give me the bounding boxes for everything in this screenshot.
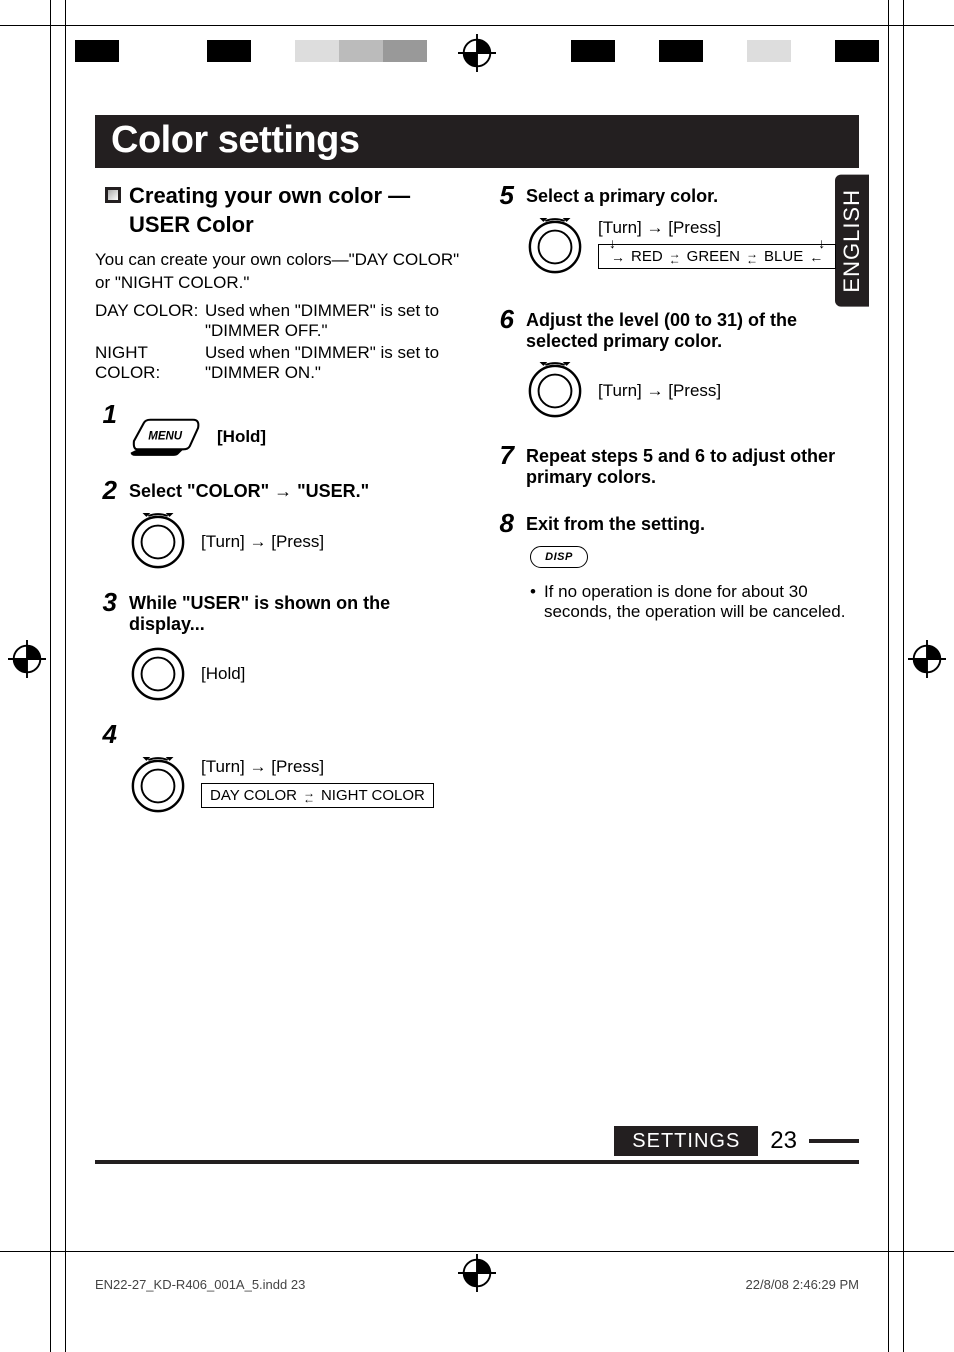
registration-mark-icon (8, 640, 46, 678)
step-2: 2 Select "COLOR" → "USER." (95, 477, 462, 503)
section-heading: Creating your own color —USER Color (105, 182, 462, 239)
disp-button-icon: DISP (530, 546, 588, 568)
rotary-knob-icon (526, 362, 584, 420)
registration-mark-icon (908, 640, 946, 678)
registration-mark-icon (458, 34, 496, 72)
step-6-diagram: [Turn] → [Press] (526, 362, 859, 420)
toggle-options: DAY COLOR →← NIGHT COLOR (201, 783, 434, 808)
step-5-diagram: [Turn] → [Press] ↓ → RED →← GREEN →← BLU… (526, 218, 859, 276)
intro-text: You can create your own colors—"DAY COLO… (95, 249, 462, 295)
print-metadata: EN22-27_KD-R406_001A_5.indd 23 22/8/08 2… (95, 1277, 859, 1292)
step-2-diagram: [Turn] → [Press] (129, 513, 462, 571)
rotary-knob-icon (526, 218, 584, 276)
rotary-knob-icon (129, 645, 187, 703)
step-3: 3 While "USER" is shown on the display..… (95, 589, 462, 635)
language-tab: ENGLISH (835, 175, 869, 307)
definition-list: DAY COLOR:Used when "DIMMER" is set to "… (95, 301, 462, 383)
section-footer: SETTINGS 23 (614, 1126, 859, 1156)
step-8: 8 Exit from the setting. (492, 510, 859, 536)
color-cycle: ↓ → RED →← GREEN →← BLUE ← ↓ (598, 244, 836, 269)
color-calibration-right (527, 40, 879, 62)
svg-text:MENU: MENU (148, 431, 183, 443)
step-7: 7 Repeat steps 5 and 6 to adjust other p… (492, 442, 859, 488)
menu-button-icon: MENU (129, 415, 203, 459)
step-1: 1 MENU [Hold] (95, 401, 462, 459)
step-4: 4 (95, 721, 462, 747)
rotary-knob-icon (129, 513, 187, 571)
color-calibration-left (75, 40, 427, 62)
step-6: 6 Adjust the level (00 to 31) of the sel… (492, 306, 859, 352)
bullet-box-icon (105, 187, 121, 203)
step-4-diagram: [Turn] → [Press] DAY COLOR →← NIGHT COLO… (129, 757, 462, 815)
note-text: If no operation is done for about 30 sec… (530, 582, 859, 622)
step-3-diagram: [Hold] (129, 645, 462, 703)
page-title: Color settings (95, 115, 859, 168)
step-5: 5 Select a primary color. (492, 182, 859, 208)
rotary-knob-icon (129, 757, 187, 815)
footer-rule (95, 1160, 859, 1164)
